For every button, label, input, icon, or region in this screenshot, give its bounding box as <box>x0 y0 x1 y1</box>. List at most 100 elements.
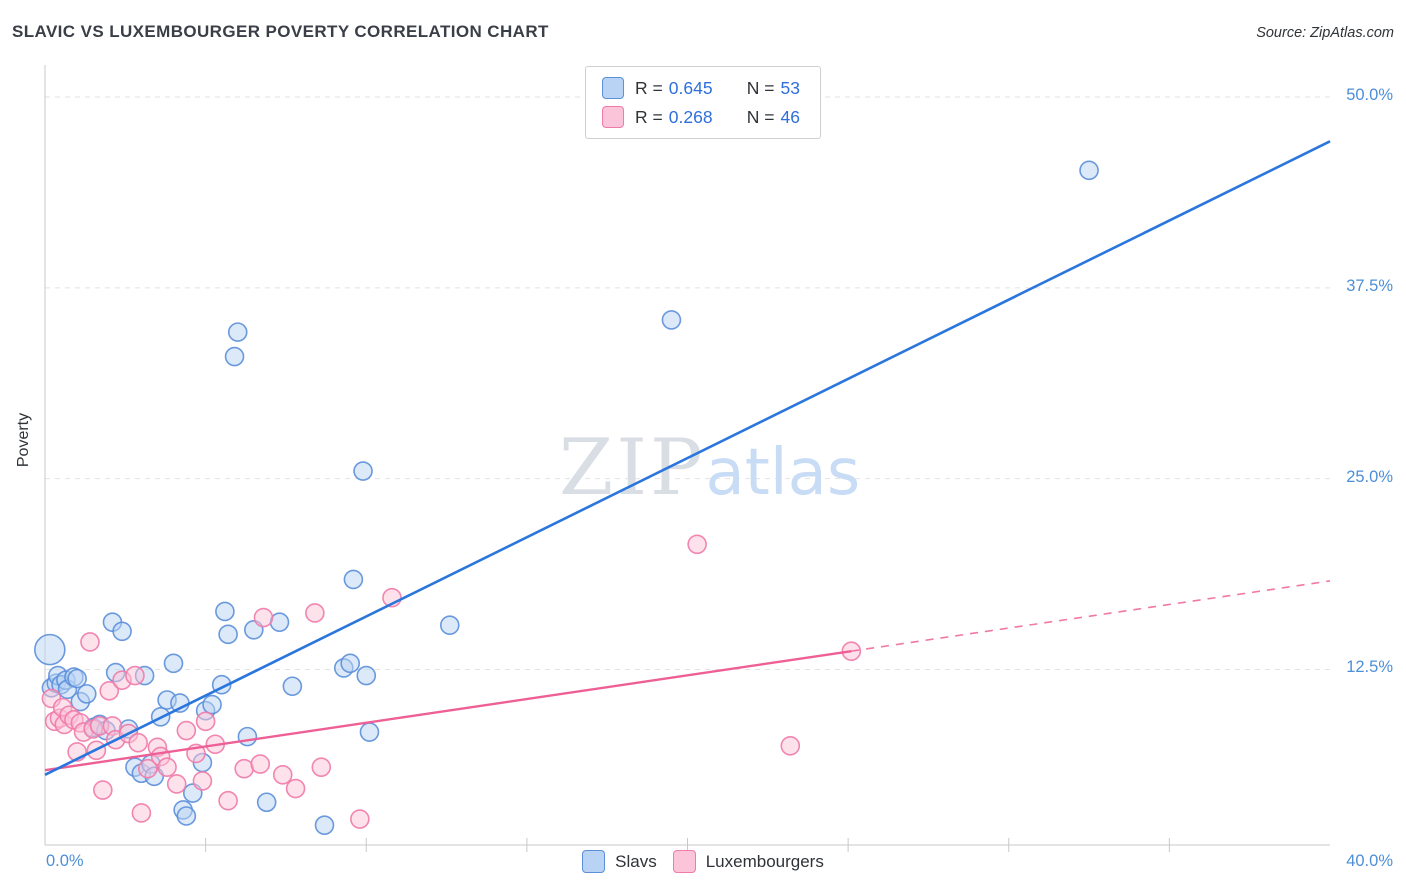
scatter-point-luxembourgers <box>41 688 62 709</box>
scatter-point-luxembourgers <box>147 737 168 758</box>
r-value-slavs: 0.645 <box>668 77 713 98</box>
scatter-point-slavs <box>105 662 126 683</box>
series-legend: Slavs Luxembourgers <box>0 850 1406 873</box>
series-legend-label: Luxembourgers <box>705 851 824 871</box>
scatter-point-slavs <box>83 717 103 738</box>
r-value-luxembourgers: 0.268 <box>668 106 713 127</box>
scatter-point-slavs <box>170 693 190 713</box>
scatter-point-luxembourgers <box>67 742 87 762</box>
luxembourgers-swatch-icon <box>672 850 696 873</box>
scatter-point-slavs <box>215 601 235 622</box>
scatter-point-luxembourgers <box>54 714 75 735</box>
y-axis-label: Poverty <box>15 412 32 468</box>
scatter-point-luxembourgers <box>272 764 293 785</box>
scatter-point-slavs <box>340 653 360 674</box>
scatter-point-luxembourgers <box>138 758 158 779</box>
series-legend-item-luxembourgers: Luxembourgers <box>672 850 824 873</box>
scatter-point-luxembourgers <box>285 778 306 799</box>
scatter-point-luxembourgers <box>70 713 91 733</box>
scatter-point-luxembourgers <box>59 705 79 726</box>
scatter-point-luxembourgers <box>93 780 113 800</box>
scatter-point-luxembourgers <box>687 534 707 555</box>
scatter-point-luxembourgers <box>118 723 139 744</box>
x-axis-min-label: 0.0% <box>46 852 84 870</box>
scatter-point-slavs <box>182 783 203 803</box>
scatter-point-slavs <box>1079 160 1099 181</box>
scatter-point-slavs <box>96 720 116 741</box>
luxembourgers-trend-line <box>44 649 852 772</box>
scatter-point-luxembourgers <box>64 710 84 730</box>
y-tick-label: 50.0% <box>1346 86 1393 105</box>
scatter-point-luxembourgers <box>382 587 402 608</box>
scatter-point-slavs <box>269 612 290 632</box>
scatter-point-luxembourgers <box>195 711 216 732</box>
scatter-point-luxembourgers <box>83 719 103 739</box>
scatter-point-slavs <box>67 668 87 689</box>
x-axis-max-label: 40.0% <box>1346 852 1393 870</box>
y-tick-label: 25.0% <box>1346 467 1393 486</box>
scatter-point-slavs <box>48 665 68 686</box>
scatter-point-luxembourgers <box>305 603 325 623</box>
scatter-point-luxembourgers <box>49 708 70 729</box>
correlation-legend: R = 0.645 N = 53 R = 0.268 N = 46 <box>585 66 821 139</box>
source-attribution: Source: ZipAtlas.com <box>1256 25 1394 41</box>
scatter-point-slavs <box>134 665 155 686</box>
scatter-point-slavs <box>64 667 84 687</box>
luxembourgers-trend-line-extension <box>851 580 1331 652</box>
scatter-point-slavs <box>173 800 193 820</box>
series-legend-item-slavs: Slavs <box>582 850 657 873</box>
scatter-point-luxembourgers <box>99 681 120 701</box>
scatter-point-luxembourgers <box>253 607 274 628</box>
scatter-point-luxembourgers <box>52 697 73 718</box>
y-tick-label: 37.5% <box>1346 276 1393 295</box>
zipatlas-watermark: ZIPatlas <box>559 423 860 513</box>
page-title: SLAVIC VS LUXEMBOURGER POVERTY CORRELATI… <box>12 22 549 41</box>
slavs-swatch-icon <box>582 850 606 873</box>
scatter-point-slavs <box>51 674 71 695</box>
scatter-point-slavs <box>46 673 67 693</box>
r-label: R = <box>635 77 663 98</box>
scatter-point-luxembourgers <box>250 754 271 774</box>
scatter-point-slavs <box>224 346 245 367</box>
slavs-trend-line <box>44 140 1331 776</box>
scatter-point-luxembourgers <box>105 729 126 750</box>
luxembourgers-legend-swatch <box>602 106 625 128</box>
n-value-slavs: 53 <box>780 77 800 98</box>
scatter-point-slavs <box>118 719 139 739</box>
n-value-luxembourgers: 46 <box>780 106 800 127</box>
scatter-point-slavs <box>343 569 364 590</box>
scatter-point-luxembourgers <box>780 735 801 756</box>
n-label: N = <box>746 77 775 98</box>
scatter-point-slavs <box>314 815 335 835</box>
scatter-point-slavs <box>218 624 238 645</box>
scatter-point-slavs <box>150 706 171 727</box>
scatter-point-luxembourgers <box>234 758 254 779</box>
scatter-point-luxembourgers <box>89 716 110 736</box>
n-label: N = <box>746 106 775 127</box>
scatter-point-slavs <box>176 806 197 826</box>
scatter-point-luxembourgers <box>841 641 862 661</box>
scatter-point-luxembourgers <box>192 771 213 791</box>
scatter-point-luxembourgers <box>80 632 100 652</box>
scatter-point-luxembourgers <box>73 722 94 742</box>
scatter-point-slavs <box>333 658 354 678</box>
scatter-point-slavs <box>353 461 373 481</box>
scatter-point-luxembourgers <box>44 711 65 732</box>
slavs-legend-swatch <box>602 77 625 99</box>
scatter-point-slavs <box>41 677 62 698</box>
scatter-point-luxembourgers <box>176 720 197 741</box>
scatter-point-slavs <box>141 754 161 774</box>
scatter-point-slavs <box>356 665 377 686</box>
y-tick-label: 12.5% <box>1346 658 1393 677</box>
scatter-point-luxembourgers <box>150 746 171 767</box>
scatter-point-slavs <box>89 714 110 735</box>
scatter-point-luxembourgers <box>157 757 177 777</box>
scatter-point-slavs <box>102 612 123 632</box>
scatter-point-slavs <box>195 700 216 721</box>
scatter-point-luxembourgers <box>311 757 332 777</box>
scatter-point-luxembourgers <box>350 809 370 829</box>
scatter-point-luxembourgers <box>86 740 107 761</box>
scatter-point-slavs <box>76 684 97 704</box>
scatter-point-luxembourgers <box>128 732 148 753</box>
scatter-point-slavs <box>163 653 184 674</box>
